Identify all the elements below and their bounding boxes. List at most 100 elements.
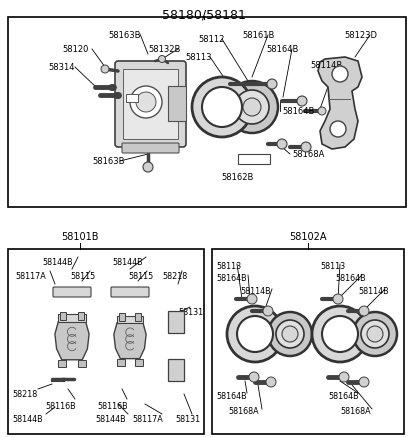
Circle shape — [247, 294, 257, 304]
Bar — [135, 359, 143, 366]
Circle shape — [235, 91, 269, 125]
Circle shape — [158, 57, 166, 64]
Circle shape — [266, 377, 276, 387]
Text: 58164B: 58164B — [328, 391, 359, 400]
Circle shape — [101, 66, 109, 74]
FancyBboxPatch shape — [122, 144, 179, 154]
Text: 58164B: 58164B — [216, 391, 246, 400]
Text: 58113: 58113 — [216, 261, 241, 270]
Text: 58131: 58131 — [175, 414, 200, 423]
Text: 58144B: 58144B — [12, 414, 42, 423]
Circle shape — [301, 143, 311, 153]
Bar — [119, 314, 125, 321]
Text: 58117A: 58117A — [132, 414, 163, 423]
Text: 58115: 58115 — [70, 272, 95, 280]
Polygon shape — [318, 58, 362, 150]
Text: 58161B: 58161B — [242, 32, 274, 40]
Text: 58218: 58218 — [12, 389, 37, 398]
Bar — [126, 95, 138, 103]
Circle shape — [226, 82, 278, 134]
Circle shape — [322, 316, 358, 352]
Circle shape — [333, 294, 343, 304]
Circle shape — [361, 320, 389, 348]
Bar — [168, 87, 186, 122]
Circle shape — [282, 326, 298, 342]
Text: 58164B: 58164B — [216, 273, 246, 283]
Circle shape — [243, 99, 261, 117]
Text: 58164B: 58164B — [266, 46, 298, 54]
Circle shape — [359, 377, 369, 387]
Text: 58132B: 58132B — [148, 46, 180, 54]
Bar — [168, 359, 184, 381]
Circle shape — [143, 162, 153, 173]
Text: 58114B: 58114B — [310, 60, 342, 69]
Circle shape — [330, 122, 346, 138]
Circle shape — [267, 80, 277, 90]
Circle shape — [359, 306, 369, 316]
Text: 58163B: 58163B — [92, 157, 124, 166]
Text: 58123D: 58123D — [344, 32, 377, 40]
Circle shape — [332, 67, 348, 83]
Circle shape — [297, 97, 307, 107]
Text: 58114B: 58114B — [358, 286, 389, 295]
Bar — [60, 312, 67, 320]
Circle shape — [130, 87, 162, 119]
Text: 58114B: 58114B — [240, 286, 271, 295]
Circle shape — [353, 312, 397, 356]
Text: 58164B: 58164B — [282, 107, 315, 116]
Bar — [238, 155, 270, 165]
Circle shape — [318, 108, 326, 116]
Bar — [8, 18, 406, 208]
Text: 58162B: 58162B — [222, 173, 254, 182]
Polygon shape — [55, 322, 89, 360]
Bar — [123, 70, 178, 140]
Polygon shape — [117, 316, 143, 323]
Polygon shape — [58, 314, 86, 322]
Circle shape — [237, 316, 273, 352]
Bar — [58, 360, 67, 367]
Text: 58218: 58218 — [162, 272, 187, 280]
Polygon shape — [114, 323, 146, 359]
Text: 58115: 58115 — [128, 272, 153, 280]
Circle shape — [268, 312, 312, 356]
Text: 58113: 58113 — [320, 261, 345, 270]
Circle shape — [367, 326, 383, 342]
Text: 58144B: 58144B — [42, 258, 73, 266]
Text: 58180/58181: 58180/58181 — [162, 9, 246, 22]
Text: 58120: 58120 — [62, 46, 89, 54]
Text: 58163B: 58163B — [108, 30, 140, 39]
Text: 58113: 58113 — [185, 53, 211, 62]
Bar — [8, 249, 204, 434]
Text: 58117A: 58117A — [15, 272, 46, 280]
Text: 58144B: 58144B — [112, 258, 143, 266]
Bar — [78, 360, 86, 367]
Text: 58116B: 58116B — [97, 401, 128, 410]
Text: 58112: 58112 — [198, 35, 224, 44]
Circle shape — [249, 372, 259, 382]
Text: 58168A: 58168A — [292, 150, 324, 159]
Text: 58131: 58131 — [178, 307, 203, 316]
Text: 58102A: 58102A — [289, 231, 327, 241]
Circle shape — [202, 88, 242, 128]
Circle shape — [312, 306, 368, 362]
Text: 58168A: 58168A — [340, 406, 370, 415]
Bar — [78, 312, 84, 320]
Text: 58164B: 58164B — [335, 273, 366, 283]
Bar — [212, 249, 404, 434]
Bar — [168, 311, 184, 333]
Circle shape — [277, 140, 287, 150]
Circle shape — [276, 320, 304, 348]
Circle shape — [263, 306, 273, 316]
Text: 58116B: 58116B — [45, 401, 75, 410]
Text: 58168A: 58168A — [228, 406, 259, 415]
Bar — [117, 359, 125, 366]
FancyBboxPatch shape — [53, 287, 91, 297]
Circle shape — [192, 78, 252, 138]
Bar — [135, 314, 141, 321]
Text: 58314: 58314 — [48, 64, 75, 72]
FancyBboxPatch shape — [111, 287, 149, 297]
Text: 58144B: 58144B — [95, 414, 126, 423]
Circle shape — [339, 372, 349, 382]
Text: 58101B: 58101B — [61, 231, 99, 241]
Circle shape — [227, 306, 283, 362]
